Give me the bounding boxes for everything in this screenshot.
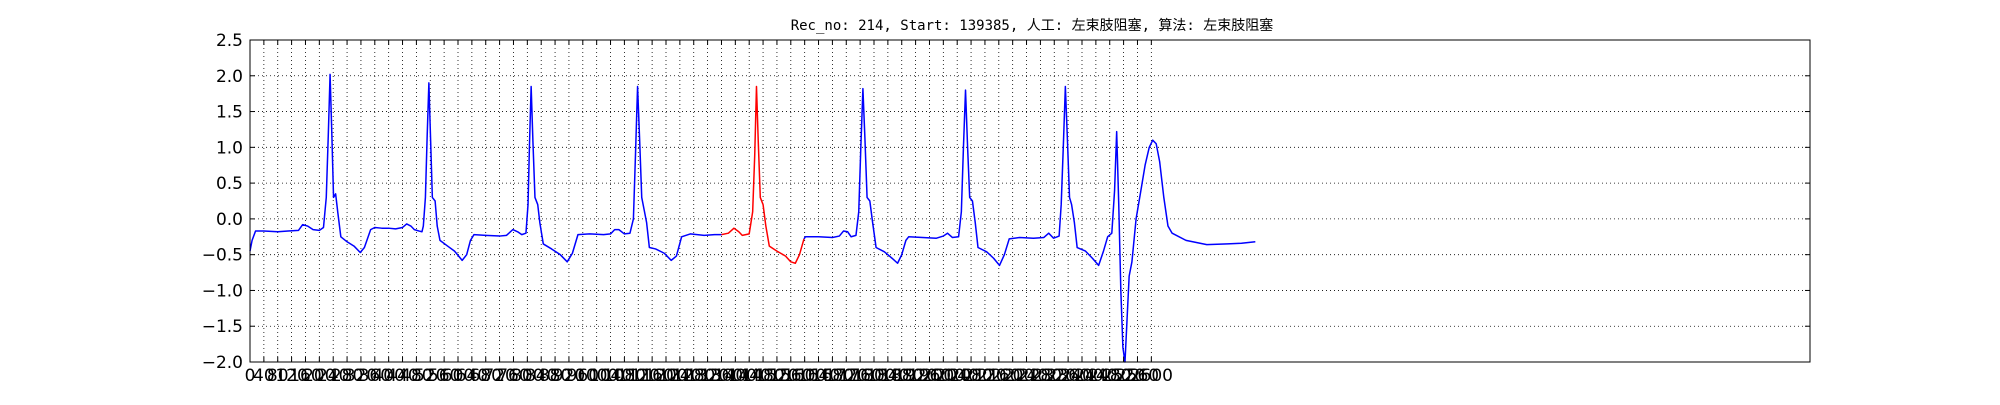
x-axis: 0408012016020024028032036040044048052056… bbox=[245, 40, 1173, 386]
x-tick-label: 720 bbox=[483, 366, 515, 386]
series-line-ecg-before bbox=[249, 73, 722, 263]
x-tick-label: 2400 bbox=[1060, 366, 1103, 386]
series-line-ecg-after bbox=[803, 85, 1256, 363]
x-tick-label: 360 bbox=[359, 366, 391, 386]
x-tick-label: 200 bbox=[303, 366, 335, 386]
x-tick-label: 2120 bbox=[963, 366, 1006, 386]
x-tick-label: 1840 bbox=[866, 366, 909, 386]
x-tick-label: 800 bbox=[511, 366, 543, 386]
x-tick-label: 1960 bbox=[908, 366, 951, 386]
y-axis: 2.5 2.0 1.5 1.0 0.5 0.0 −0.5 −1.0 −1.5 −2.0 bbox=[202, 31, 1810, 373]
x-tick-label: 960 bbox=[567, 366, 599, 386]
x-tick-label: 240 bbox=[317, 366, 349, 386]
x-tick-label: 840 bbox=[525, 366, 557, 386]
x-tick-label: 2240 bbox=[1005, 366, 1048, 386]
x-tick-label: 1640 bbox=[797, 366, 840, 386]
x-tick-label: 1400 bbox=[714, 366, 757, 386]
x-tick-label: 1800 bbox=[852, 366, 895, 386]
x-tick-label: 1120 bbox=[617, 366, 660, 386]
x-tick-label: 1760 bbox=[839, 366, 882, 386]
x-tick-label: 1560 bbox=[769, 366, 812, 386]
x-tick-label: 1320 bbox=[686, 366, 729, 386]
x-tick-label: 1200 bbox=[644, 366, 687, 386]
x-tick-label: 640 bbox=[456, 366, 488, 386]
x-tick-label: 1520 bbox=[755, 366, 798, 386]
grid-lines bbox=[250, 40, 1810, 362]
x-tick-label: 1440 bbox=[728, 366, 771, 386]
x-tick-label: 2520 bbox=[1102, 366, 1145, 386]
x-tick-label: 1480 bbox=[741, 366, 784, 386]
x-tick-label: 560 bbox=[428, 366, 460, 386]
x-tick-label: 40 bbox=[253, 366, 275, 386]
x-tick-label: 1680 bbox=[811, 366, 854, 386]
y-tick-label: 1.0 bbox=[216, 138, 243, 158]
x-tick-label: 1360 bbox=[700, 366, 743, 386]
x-tick-label: 1600 bbox=[783, 366, 826, 386]
x-tick-label: 760 bbox=[497, 366, 529, 386]
y-tick-label: 1.5 bbox=[216, 103, 243, 123]
x-tick-label: 2360 bbox=[1047, 366, 1090, 386]
x-tick-label: 400 bbox=[372, 366, 404, 386]
x-tick-label: 2480 bbox=[1088, 366, 1131, 386]
y-tick-label: 0.0 bbox=[216, 210, 243, 230]
series-line-ecg-highlighted bbox=[721, 85, 805, 264]
x-tick-label: 2560 bbox=[1116, 366, 1159, 386]
x-tick-label: 2080 bbox=[949, 366, 992, 386]
x-tick-label: 680 bbox=[470, 366, 502, 386]
x-tick-label: 280 bbox=[331, 366, 363, 386]
series-layer bbox=[249, 73, 1256, 363]
plot-area-frame bbox=[249, 39, 1811, 363]
x-tick-label: 2040 bbox=[936, 366, 979, 386]
x-tick-label: 440 bbox=[386, 366, 418, 386]
x-tick-label: 920 bbox=[553, 366, 585, 386]
x-tick-label: 2200 bbox=[991, 366, 1034, 386]
x-tick-label: 1920 bbox=[894, 366, 937, 386]
y-tick-label: −0.5 bbox=[202, 246, 243, 266]
x-tick-label: 2320 bbox=[1033, 366, 1076, 386]
x-tick-label: 0 bbox=[245, 366, 256, 386]
x-tick-label: 2440 bbox=[1074, 366, 1117, 386]
x-tick-label: 120 bbox=[275, 366, 307, 386]
y-tick-label: −1.5 bbox=[202, 317, 243, 337]
y-tick-label: 2.0 bbox=[216, 67, 243, 87]
x-tick-label: 1080 bbox=[603, 366, 646, 386]
x-tick-label: 1000 bbox=[575, 366, 618, 386]
chart-title: Rec_no: 214, Start: 139385, 人工: 左束肢阻塞, 算… bbox=[791, 17, 1274, 34]
x-tick-label: 80 bbox=[267, 366, 289, 386]
x-tick-label: 480 bbox=[400, 366, 432, 386]
y-tick-label: −2.0 bbox=[202, 353, 243, 373]
x-tick-label: 2600 bbox=[1130, 366, 1173, 386]
x-tick-label: 880 bbox=[539, 366, 571, 386]
x-tick-label: 2000 bbox=[922, 366, 965, 386]
x-tick-label: 160 bbox=[289, 366, 321, 386]
x-tick-label: 1040 bbox=[589, 366, 632, 386]
x-tick-label: 1160 bbox=[631, 366, 674, 386]
x-tick-label: 520 bbox=[414, 366, 446, 386]
x-tick-label: 1280 bbox=[672, 366, 715, 386]
y-tick-label: 2.5 bbox=[216, 31, 243, 51]
x-tick-label: 2280 bbox=[1019, 366, 1062, 386]
x-tick-label: 600 bbox=[442, 366, 474, 386]
x-tick-label: 1880 bbox=[880, 366, 923, 386]
x-tick-label: 2160 bbox=[977, 366, 1020, 386]
x-tick-label: 1240 bbox=[658, 366, 701, 386]
x-tick-label: 320 bbox=[345, 366, 377, 386]
x-tick-label: 1720 bbox=[825, 366, 868, 386]
y-tick-label: −1.0 bbox=[202, 281, 243, 301]
y-tick-label: 0.5 bbox=[216, 174, 243, 194]
